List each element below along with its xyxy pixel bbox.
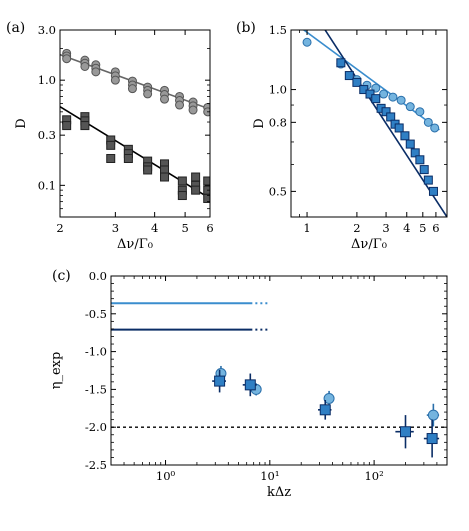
data-point-square [365,89,375,99]
data-point-circle [110,75,120,85]
data-point-square [106,153,116,163]
data-point-circle [302,37,312,47]
data-point-square [415,155,425,165]
y-tick-label: 1.0 [269,83,287,97]
data-point-square [371,94,381,104]
data-point-square [203,193,210,203]
data-point-circle [396,95,406,105]
data-point-square [352,77,362,87]
y-tick-label: 1.0 [38,73,56,87]
y-axis-label: D [14,118,29,128]
x-tick-label: 2 [353,221,360,235]
data-point-square [106,140,116,150]
data-point-circle [91,67,101,77]
y-axis-label: η_exp [49,352,64,390]
y-tick-label: 0.0 [89,269,107,283]
y-tick-label: -1.0 [85,345,107,359]
axes-frame-3 [110,275,448,466]
data-point-circle [160,94,170,104]
axes-frame-1 [59,29,211,218]
data-point-circle [175,100,185,110]
y-tick-label: 1.5 [269,23,287,37]
data-point-square [336,58,346,68]
fit-line-1 [302,30,440,131]
data-point-square [244,379,256,391]
x-tick-label: 2 [56,221,63,235]
data-point-circle [415,107,425,117]
data-point-square [80,121,90,131]
y-tick-label: -2.0 [85,420,107,434]
data-point-circle [427,409,439,421]
x-tick-label: 1 [303,221,310,235]
data-point-square [177,176,187,186]
data-point-square [214,375,226,387]
data-point-square [410,148,420,158]
x-tick-label: 6 [432,221,439,235]
y-tick-label: -1.5 [85,382,107,396]
data-point-square [177,191,187,201]
axes-frame-2 [290,29,448,218]
data-point-square [62,121,72,131]
data-point-square [428,186,438,196]
data-point-square [405,139,415,149]
panel-label: (a) [6,20,25,36]
x-tick-label: 4 [403,221,410,235]
x-tick-label: 10² [364,469,383,483]
data-point-square [160,172,170,182]
data-point-circle [405,102,415,112]
x-tick-label: 3 [112,221,119,235]
x-tick-label: 10⁰ [156,469,176,483]
panel-label: (b) [236,20,256,36]
data-point-square [400,131,410,141]
data-point-circle [430,123,440,133]
data-point-square [419,165,429,175]
data-point-square [143,165,153,175]
data-point-square [426,433,438,445]
data-point-square [344,71,354,81]
data-point-circle [388,92,398,102]
y-tick-label: 0.5 [269,184,287,198]
data-point-square [203,176,210,186]
y-tick-label: 0.3 [38,128,56,142]
data-point-circle [323,392,335,404]
panel-label: (c) [52,268,71,284]
x-axis-label: Δν/Γ₀ [351,237,387,252]
x-tick-label: 3 [382,221,389,235]
data-point-square [399,426,411,438]
x-tick-label: 5 [419,221,426,235]
data-point-circle [203,107,210,117]
x-tick-label: 5 [181,221,188,235]
data-point-square [319,404,331,416]
data-point-circle [80,61,90,71]
data-point-square [191,172,201,182]
data-point-circle [379,89,389,99]
data-point-circle [423,117,433,127]
data-point-circle [143,89,153,99]
y-tick-label: -0.5 [85,307,107,321]
plot-area-3 [111,302,447,458]
x-tick-label: 4 [151,221,158,235]
y-axis-label: D [252,118,267,128]
x-tick-label: 10¹ [260,469,279,483]
data-point-square [191,185,201,195]
plot-area-1 [60,48,210,203]
data-point-circle [62,54,72,64]
data-point-square [423,175,433,185]
y-tick-label: 3.0 [38,23,56,37]
data-point-circle [188,105,198,115]
data-point-square [123,153,133,163]
y-tick-label: -2.5 [85,458,107,472]
data-point-square [394,123,404,133]
data-point-circle [127,84,137,94]
x-axis-label: Δν/Γ₀ [117,237,153,252]
x-axis-label: kΔz [267,485,291,500]
x-tick-label: 6 [206,221,213,235]
y-tick-label: 0.8 [269,115,287,129]
data-point-square [381,107,391,117]
y-tick-label: 0.1 [38,178,56,192]
plot-area-2 [302,30,447,217]
